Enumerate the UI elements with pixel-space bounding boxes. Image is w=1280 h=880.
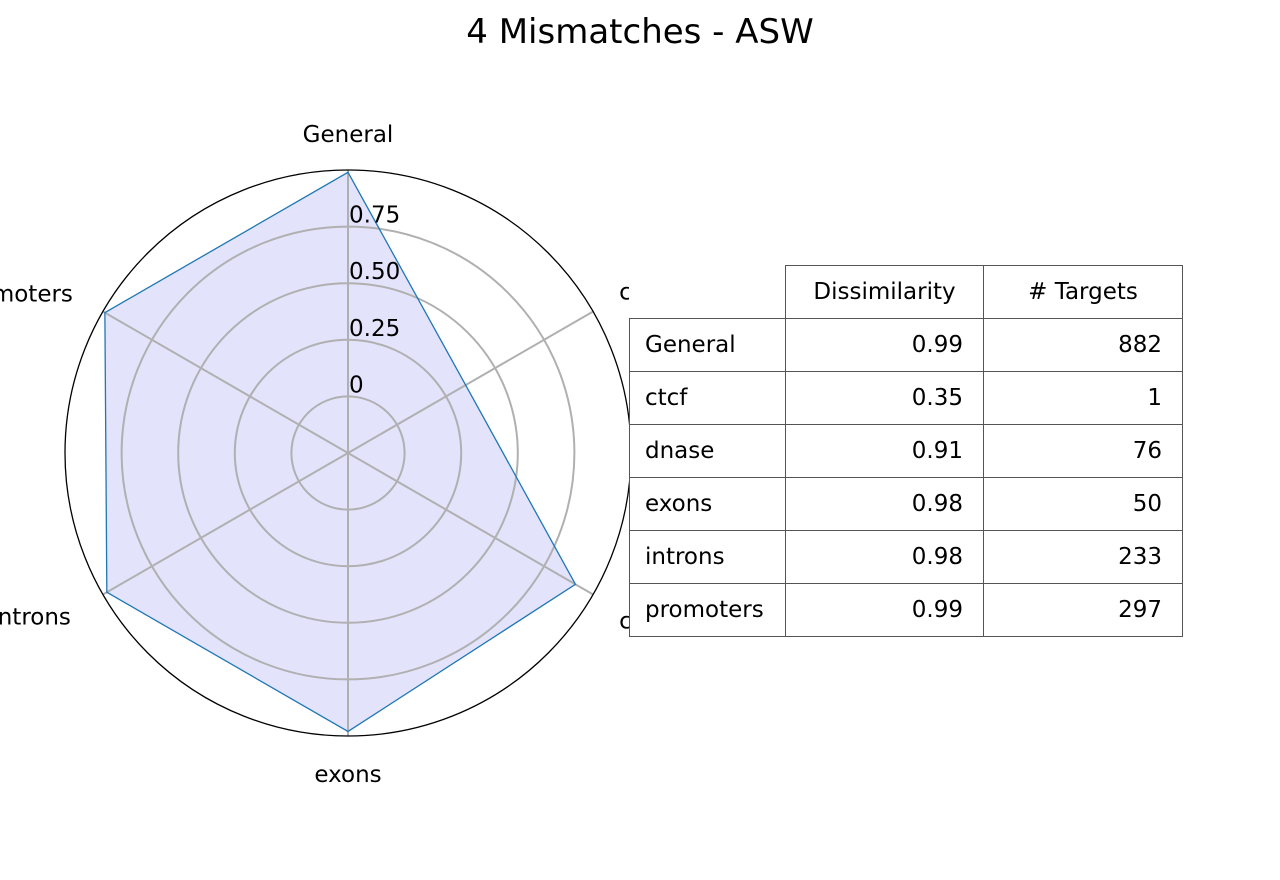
radial-tick-label: 0.75 bbox=[349, 203, 400, 229]
dissimilarity-cell: 0.35 bbox=[785, 371, 984, 425]
category-label: moters bbox=[0, 282, 73, 308]
grid-spoke bbox=[347, 310, 594, 454]
targets-cell: 233 bbox=[983, 530, 1183, 584]
table-row: dnase 0.91 76 bbox=[629, 424, 1183, 478]
targets-cell: 882 bbox=[983, 318, 1183, 372]
table-row: exons 0.98 50 bbox=[629, 477, 1183, 531]
dissimilarity-cell: 0.98 bbox=[785, 477, 984, 531]
dissimilarity-cell: 0.99 bbox=[785, 318, 984, 372]
table-corner-cell bbox=[629, 265, 786, 319]
grid-spoke bbox=[102, 452, 349, 596]
radial-tick-label: 0 bbox=[349, 372, 364, 398]
row-label: General bbox=[629, 318, 786, 372]
row-label: ctcf bbox=[629, 371, 786, 425]
series-line bbox=[104, 171, 577, 733]
radial-tick-label: 0.25 bbox=[349, 316, 400, 342]
category-label: General bbox=[303, 122, 394, 148]
dissimilarity-cell: 0.99 bbox=[785, 583, 984, 637]
table-row: General 0.99 882 bbox=[629, 318, 1183, 372]
row-label: exons bbox=[629, 477, 786, 531]
table-header-row: Dissimilarity # Targets bbox=[629, 265, 1183, 319]
grid-spoke bbox=[102, 310, 349, 454]
table-row: ctcf 0.35 1 bbox=[629, 371, 1183, 425]
targets-cell: 76 bbox=[983, 424, 1183, 478]
data-table: Dissimilarity # Targets General 0.99 882… bbox=[629, 265, 1183, 637]
row-label: dnase bbox=[629, 424, 786, 478]
column-header-dissimilarity: Dissimilarity bbox=[785, 265, 984, 319]
targets-cell: 297 bbox=[983, 583, 1183, 637]
table-row: promoters 0.99 297 bbox=[629, 583, 1183, 637]
row-label: promoters bbox=[629, 583, 786, 637]
targets-cell: 50 bbox=[983, 477, 1183, 531]
column-header-targets: # Targets bbox=[983, 265, 1183, 319]
dissimilarity-cell: 0.91 bbox=[785, 424, 984, 478]
category-label: c bbox=[619, 609, 632, 635]
category-label: ntrons bbox=[0, 605, 71, 631]
targets-cell: 1 bbox=[983, 371, 1183, 425]
row-label: introns bbox=[629, 530, 786, 584]
dissimilarity-cell: 0.98 bbox=[785, 530, 984, 584]
category-label: exons bbox=[314, 762, 381, 788]
radial-tick-label: 0.50 bbox=[349, 259, 400, 285]
table-row: introns 0.98 233 bbox=[629, 530, 1183, 584]
series-area bbox=[104, 172, 576, 732]
grid-spoke bbox=[347, 452, 594, 596]
chart-title: 4 Mismatches - ASW bbox=[466, 12, 814, 52]
